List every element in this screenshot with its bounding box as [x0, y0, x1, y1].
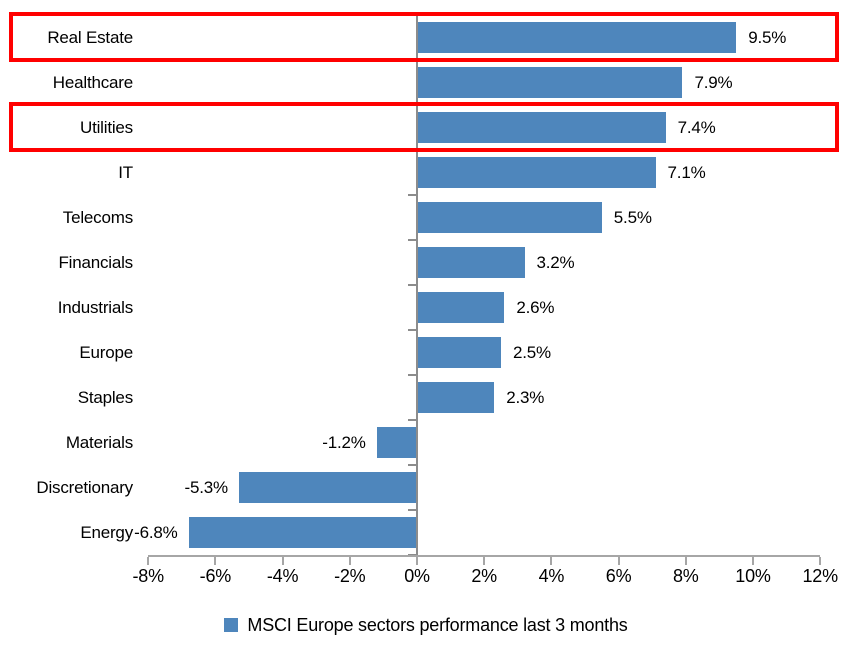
category-tick-mark — [408, 194, 416, 196]
x-axis-tick-label: 10% — [735, 566, 771, 586]
x-axis-tick-mark — [550, 557, 553, 565]
category-label: Industrials — [57, 298, 133, 317]
value-label: -1.2% — [322, 433, 366, 452]
x-axis-tick-label: -2% — [334, 566, 366, 586]
value-label: -6.8% — [134, 523, 178, 542]
x-axis-tick-label: -6% — [199, 566, 232, 586]
category-tick-mark — [408, 284, 416, 286]
category-label: Real Estate — [47, 28, 133, 47]
category-label: IT — [118, 163, 133, 182]
red-highlight-box — [9, 102, 839, 152]
value-label: -5.3% — [184, 478, 229, 497]
x-axis-tick-mark — [416, 557, 418, 565]
category-label: Staples — [77, 388, 134, 407]
x-axis-tick-mark — [684, 557, 687, 565]
bar — [417, 292, 505, 323]
category-tick-mark — [408, 509, 416, 511]
category-label: Financials — [58, 253, 133, 272]
legend-swatch — [224, 618, 239, 632]
value-label: 7.9% — [694, 73, 733, 92]
x-axis-tick-mark — [617, 557, 620, 565]
category-label: Discretionary — [36, 478, 133, 497]
bar — [188, 517, 417, 548]
category-tick-mark — [408, 419, 416, 421]
x-axis-tick-mark — [281, 557, 284, 565]
x-axis-tick-mark — [819, 557, 822, 565]
category-tick-mark — [408, 374, 416, 376]
bar — [417, 67, 683, 98]
x-axis-tick-label: 12% — [802, 566, 838, 586]
value-label: 2.3% — [506, 388, 545, 407]
x-axis-tick-label: -8% — [132, 566, 164, 586]
x-axis-tick-label: 6% — [605, 566, 632, 586]
x-axis-tick-mark — [348, 557, 351, 565]
x-axis-tick-mark — [483, 557, 486, 565]
chart-legend: MSCI Europe sectors performance last 3 m… — [0, 610, 852, 640]
x-axis-tick-label: -4% — [266, 566, 299, 586]
x-axis-tick-label: 0% — [404, 566, 430, 586]
category-label: Healthcare — [52, 73, 133, 92]
bar — [417, 157, 656, 188]
category-label: Energy — [80, 523, 133, 542]
value-label: 2.5% — [513, 343, 551, 362]
x-axis-line — [148, 555, 821, 557]
legend-label: MSCI Europe sectors performance last 3 m… — [247, 614, 628, 635]
value-label: 3.2% — [536, 253, 575, 272]
category-tick-mark — [408, 239, 416, 241]
bar — [417, 112, 666, 143]
category-tick-mark — [408, 464, 416, 466]
zero-axis-line — [416, 15, 418, 555]
x-axis-tick-mark — [147, 557, 150, 565]
x-axis-tick-mark — [752, 557, 754, 565]
value-label: 7.1% — [667, 163, 706, 182]
category-tick-mark — [408, 329, 416, 331]
x-axis-tick-label: 8% — [672, 566, 699, 586]
bar — [417, 382, 495, 413]
value-label: 5.5% — [613, 208, 652, 227]
category-label: Materials — [65, 433, 133, 452]
x-axis-tick-label: 4% — [538, 566, 565, 586]
x-axis-tick-label: 2% — [471, 566, 497, 586]
bar — [238, 472, 417, 503]
x-axis-tick-mark — [214, 557, 217, 565]
bar — [417, 22, 737, 53]
red-highlight-box — [9, 12, 839, 62]
value-label: 7.4% — [677, 118, 716, 137]
category-label: Europe — [79, 343, 133, 362]
bar — [417, 202, 602, 233]
bar — [417, 337, 501, 368]
category-label: Telecoms — [62, 208, 133, 227]
bar — [376, 427, 417, 458]
category-label: Utilities — [80, 118, 133, 137]
value-label: 9.5% — [748, 28, 787, 47]
value-label: 2.6% — [516, 298, 555, 317]
bar — [417, 247, 525, 278]
